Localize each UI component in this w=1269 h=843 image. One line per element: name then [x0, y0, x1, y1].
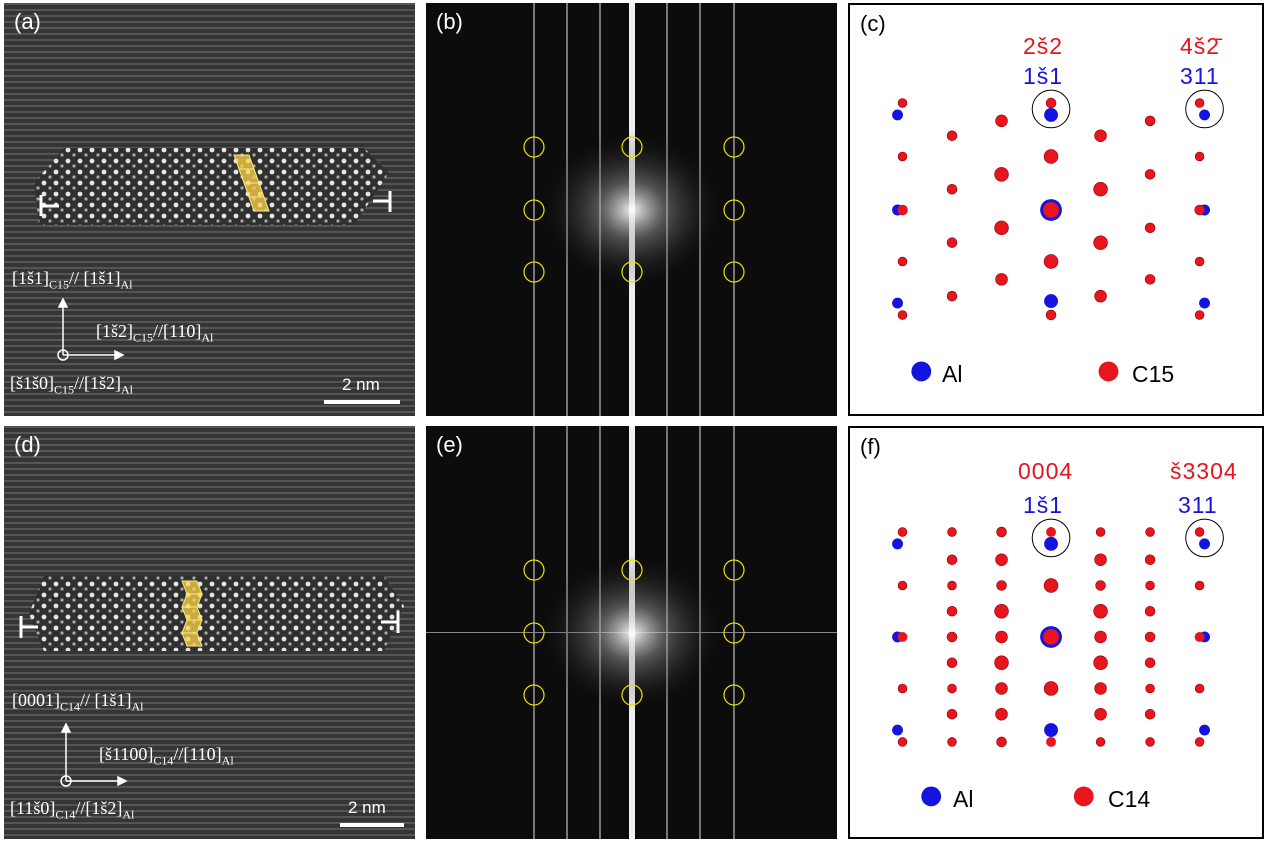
legend-al-label: Al	[953, 786, 974, 812]
panel-a-hrstem-image: (a) [1š1]C15// [1š1]Al [1š2]C15//[110]Al…	[4, 3, 415, 416]
diffraction-schematic	[892, 518, 1224, 807]
legend-phase-marker	[1098, 361, 1119, 382]
highlight-rings	[1031, 89, 1224, 129]
highlight-rings	[1031, 518, 1224, 558]
panel-e-fft: (e)	[426, 426, 837, 839]
orientation-out-label: [11š0]C14//[1š2]Al	[10, 798, 135, 822]
dislocation-markers	[39, 191, 392, 216]
fft-marker-circles	[523, 136, 745, 283]
dislocation-markers	[19, 611, 400, 638]
scalebar-label: 2 nm	[342, 375, 380, 394]
index-blue-left: 1š1	[1023, 63, 1064, 89]
panel-label: (a)	[14, 9, 41, 34]
scalebar	[324, 400, 400, 404]
orientation-out-label: [š1š0]C15//[1š2]Al	[10, 373, 134, 397]
panel-b-fft: (b)	[426, 3, 837, 416]
scalebar-label: 2 nm	[348, 798, 386, 817]
unit-highlight	[181, 580, 203, 647]
index-red-left: 0004	[1018, 458, 1074, 484]
legend-al-marker	[911, 361, 932, 382]
panel-label: (c)	[860, 11, 886, 36]
panel-f-diffraction-schematic: (f) 0004 1š1 š3304 311 Al C14	[848, 426, 1264, 839]
index-red-left: 2š2	[1023, 33, 1064, 59]
panel-d-hrstem-image: (d) [0001]C14// [1š1]Al [š1100]C14//[110…	[4, 426, 415, 839]
fft-pattern	[426, 426, 837, 839]
legend-al-label: Al	[942, 361, 963, 387]
orientation-up-label: [0001]C14// [1š1]Al	[12, 690, 144, 714]
fft-marker-circles	[523, 559, 745, 706]
legend-al-marker	[921, 786, 942, 807]
orientation-right-label: [1š2]C15//[110]Al	[96, 321, 214, 345]
c14-spots	[897, 526, 1205, 748]
index-red-right: š3304	[1170, 458, 1238, 484]
index-blue-left: 1š1	[1023, 492, 1064, 518]
orientation-right-label: [š1100]C14//[110]Al	[99, 744, 234, 768]
diffraction-schematic	[892, 89, 1224, 382]
index-blue-right: 311	[1178, 492, 1218, 518]
scalebar	[340, 823, 404, 827]
panel-label: (d)	[14, 432, 41, 457]
orientation-up-label: [1š1]C15// [1š1]Al	[12, 268, 133, 292]
legend-phase-label: C15	[1132, 361, 1175, 387]
panel-label: (e)	[436, 432, 463, 457]
precipitate-region	[34, 148, 389, 225]
orientation-axes	[60, 722, 128, 787]
unit-highlight	[233, 154, 270, 212]
index-red-right: 4š2̄	[1180, 33, 1221, 59]
panel-a-lattice	[4, 3, 415, 416]
index-blue-right: 311	[1180, 63, 1220, 89]
legend-phase-label: C14	[1108, 786, 1151, 812]
panel-label: (f)	[860, 434, 881, 459]
precipitate-region	[29, 576, 404, 651]
legend-phase-marker	[1073, 786, 1094, 807]
panel-c-diffraction-schematic: (c) 2š2 1š1 4š2̄ 311 Al C15	[848, 3, 1264, 416]
panel-d-lattice	[4, 426, 415, 839]
orientation-axes	[57, 297, 125, 361]
fft-pattern	[523, 3, 745, 416]
panel-label: (b)	[436, 9, 463, 34]
